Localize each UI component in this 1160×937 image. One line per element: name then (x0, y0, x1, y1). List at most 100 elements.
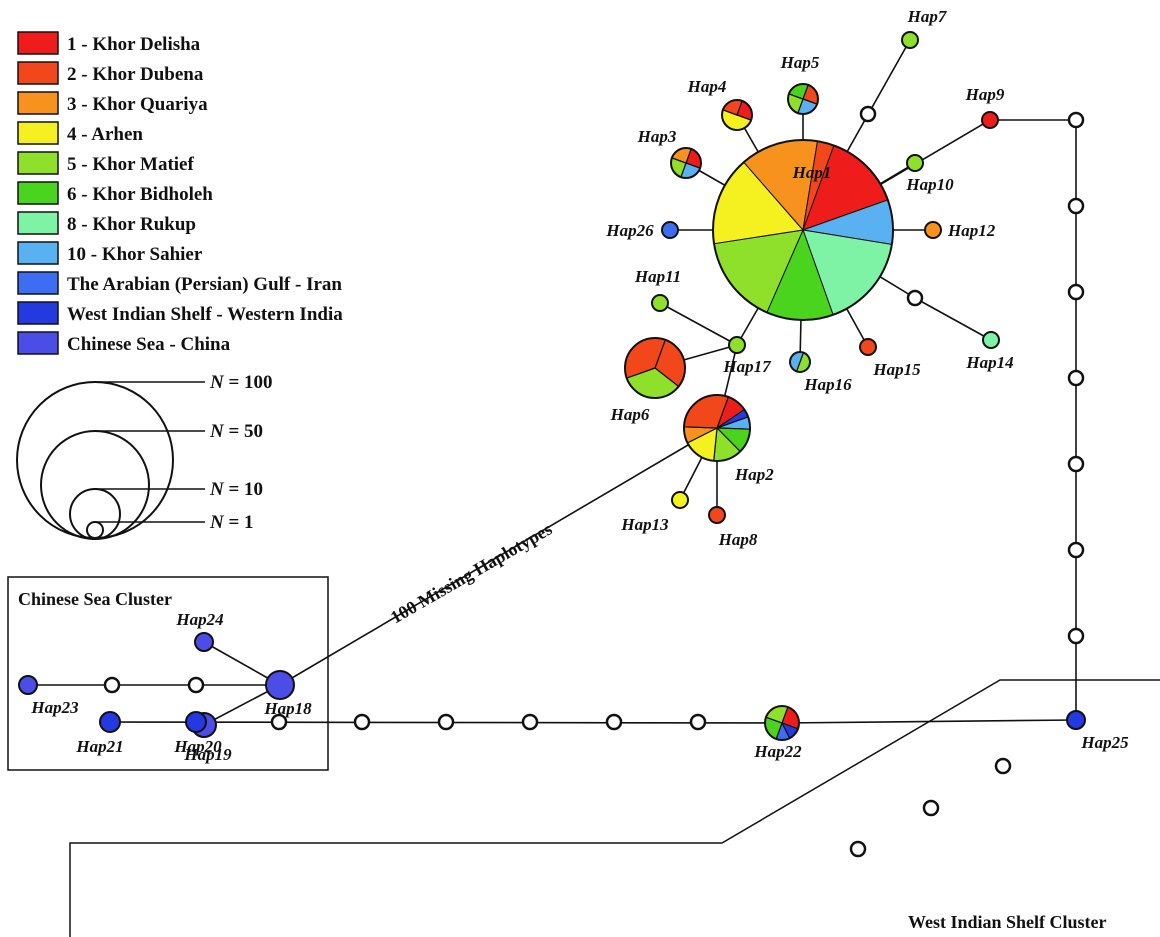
haplotype-label: Hap22 (753, 742, 802, 761)
legend: 1 - Khor Delisha 2 - Khor Dubena 3 - Kho… (18, 32, 343, 355)
legend-swatch (18, 152, 58, 174)
haplotype-label: Hap23 (30, 698, 79, 717)
missing-haplotype-node (851, 842, 865, 856)
haplotype-label: Hap10 (905, 175, 954, 194)
missing-haplotype-node (1069, 457, 1083, 471)
size-scale: N = 100 N = 50 N = 10 N = 1 (17, 372, 273, 539)
legend-swatch (18, 182, 58, 204)
pie-slice (729, 337, 745, 353)
missing-haplotype-node (1069, 113, 1083, 127)
legend-swatch (18, 32, 58, 54)
scale-label-50: N = 50 (209, 421, 263, 442)
haplotype-label: Hap7 (907, 7, 948, 26)
haplotype-label: Hap15 (872, 360, 921, 379)
haplotype-label: Hap21 (75, 737, 123, 756)
legend-label: 10 - Khor Sahier (67, 244, 203, 265)
missing-haplotype-node (355, 715, 369, 729)
legend-label: Chinese Sea - China (67, 334, 231, 355)
legend-item-2: 2 - Khor Dubena (18, 62, 204, 85)
haplotype-label: Hap4 (687, 77, 727, 96)
haplotype-label: Hap6 (610, 405, 650, 424)
west-indian-cluster-label: West Indian Shelf Cluster (908, 912, 1107, 932)
pie-slice (186, 712, 206, 732)
haplotype-label: Hap20 (173, 737, 222, 756)
legend-item-3: 3 - Khor Quariya (18, 92, 208, 115)
legend-item-1: 1 - Khor Delisha (18, 32, 201, 55)
missing-haplotype-node (908, 291, 922, 305)
haplotype-node-hap6: Hap6 (610, 338, 685, 424)
haplotype-node-hap3: Hap3 (637, 127, 701, 178)
missing-haplotype-node (996, 759, 1010, 773)
missing-haplotype-node (1069, 285, 1083, 299)
pie-slice (709, 507, 725, 523)
haplotype-label: Hap25 (1080, 733, 1129, 752)
haplotype-nodes: Hap1Hap2Hap3Hap4Hap5Hap6Hap7Hap8Hap9Hap1… (19, 7, 1129, 764)
scale-label-1: N = 1 (209, 512, 254, 533)
haplotype-node-hap15: Hap15 (860, 339, 921, 379)
legend-swatch (18, 272, 58, 294)
scale-circle-1 (87, 522, 103, 538)
legend-label: The Arabian (Persian) Gulf - Iran (67, 274, 342, 295)
haplotype-node-hap24: Hap24 (175, 610, 223, 651)
haplotype-node-hap14: Hap14 (965, 332, 1013, 372)
haplotype-node-hap21: Hap21 (75, 712, 123, 756)
pie-slice (1067, 711, 1085, 729)
legend-item-10: West Indian Shelf - Western India (18, 302, 343, 325)
haplotype-label: Hap8 (718, 530, 758, 549)
legend-swatch (18, 122, 58, 144)
pie-slice (266, 671, 294, 699)
scale-label-10: N = 10 (209, 479, 263, 500)
scale-label-100: N = 100 (209, 372, 273, 393)
pie-slice (100, 712, 120, 732)
haplotype-node-hap17: Hap17 (722, 337, 772, 376)
haplotype-node-hap13: Hap13 (620, 492, 688, 534)
missing-haplotype-node (1069, 199, 1083, 213)
legend-swatch (18, 92, 58, 114)
legend-swatch (18, 212, 58, 234)
missing-haplotypes-label: 100 Missing Haplotypes (387, 519, 556, 628)
haplotype-node-hap22: Hap22 (753, 706, 802, 761)
legend-label: 4 - Arhen (67, 124, 143, 145)
haplotype-label: Hap9 (965, 85, 1005, 104)
haplotype-label: Hap11 (634, 267, 681, 286)
haplotype-node-hap4: Hap4 (687, 77, 752, 130)
pie-slice (195, 633, 213, 651)
legend-label: 8 - Khor Rukup (67, 214, 196, 235)
missing-haplotype-node (691, 715, 705, 729)
haplotype-node-hap8: Hap8 (709, 507, 758, 549)
haplotype-label: Hap14 (965, 353, 1013, 372)
haplotype-node-hap11: Hap11 (634, 267, 681, 311)
legend-item-7: 8 - Khor Rukup (18, 212, 196, 235)
legend-item-4: 4 - Arhen (18, 122, 143, 145)
legend-label: 1 - Khor Delisha (67, 34, 201, 55)
haplotype-label: Hap12 (947, 221, 996, 240)
legend-item-9: The Arabian (Persian) Gulf - Iran (18, 272, 342, 295)
missing-haplotype-node (861, 107, 875, 121)
legend-swatch (18, 62, 58, 84)
scale-circle-10 (70, 489, 120, 539)
legend-item-6: 6 - Khor Bidholeh (18, 182, 213, 205)
legend-label: 3 - Khor Quariya (67, 94, 208, 115)
haplotype-node-hap9: Hap9 (965, 85, 1005, 128)
legend-swatch (18, 332, 58, 354)
legend-label: West Indian Shelf - Western India (67, 304, 343, 325)
haplotype-node-hap5: Hap5 (780, 53, 820, 114)
haplotype-node-hap26: Hap26 (605, 221, 678, 240)
haplotype-node-hap12: Hap12 (925, 221, 996, 240)
haplotype-node-hap10: Hap10 (905, 155, 954, 194)
legend-label: 2 - Khor Dubena (67, 64, 204, 85)
haplotype-node-hap7: Hap7 (902, 7, 948, 48)
legend-item-5: 5 - Khor Matief (18, 152, 194, 175)
legend-swatch (18, 242, 58, 264)
haplotype-node-hap25: Hap25 (1067, 711, 1129, 752)
legend-label: 5 - Khor Matief (67, 154, 194, 175)
missing-haplotype-node (1069, 371, 1083, 385)
missing-haplotype-node (924, 801, 938, 815)
chinese-sea-cluster-label: Chinese Sea Cluster (18, 589, 172, 609)
haplotype-label: Hap26 (605, 221, 654, 240)
scale-circle-100 (17, 382, 173, 538)
haplotype-node-hap2: Hap2 (684, 395, 774, 484)
missing-haplotype-node (189, 678, 203, 692)
haplotype-label: Hap5 (780, 53, 820, 72)
